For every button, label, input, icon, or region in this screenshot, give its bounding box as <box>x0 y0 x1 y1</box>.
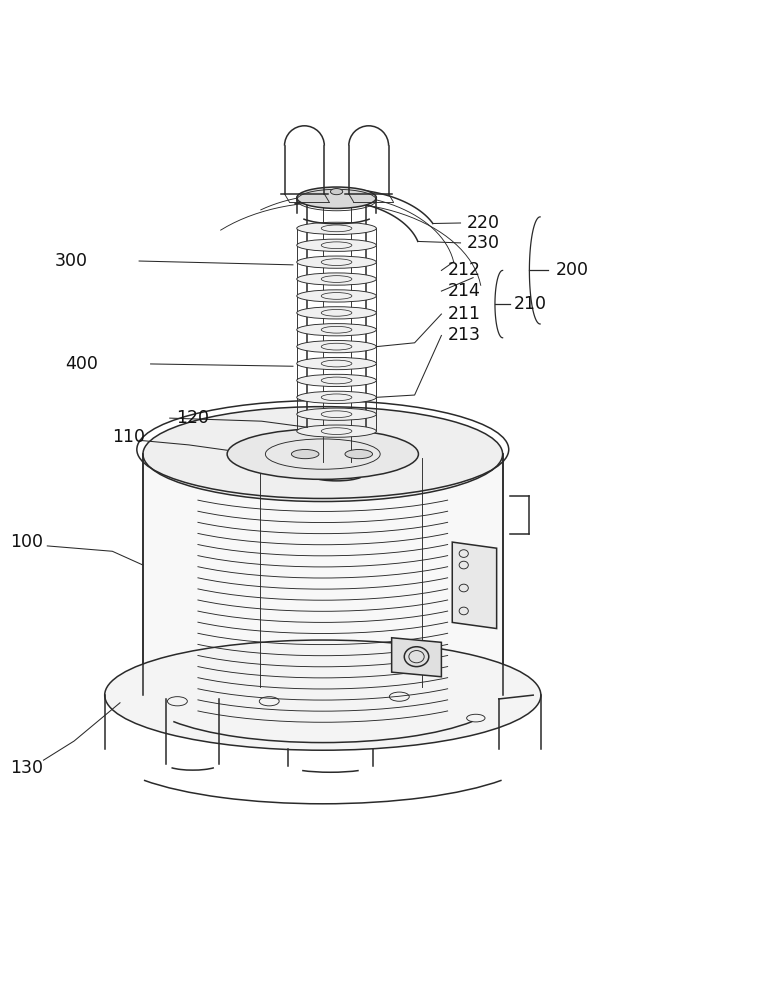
Ellipse shape <box>296 256 376 268</box>
Text: 400: 400 <box>65 355 98 373</box>
Ellipse shape <box>296 408 376 420</box>
Ellipse shape <box>296 425 376 437</box>
Text: 130: 130 <box>11 759 44 777</box>
Ellipse shape <box>296 222 376 234</box>
Ellipse shape <box>330 189 343 195</box>
Ellipse shape <box>296 239 376 251</box>
Ellipse shape <box>143 407 502 502</box>
Ellipse shape <box>296 341 376 353</box>
Text: 220: 220 <box>467 214 500 232</box>
Polygon shape <box>452 542 497 629</box>
Ellipse shape <box>296 273 376 285</box>
Text: 213: 213 <box>448 326 481 344</box>
Text: 100: 100 <box>11 533 44 551</box>
Ellipse shape <box>296 324 376 336</box>
Polygon shape <box>143 454 502 695</box>
Ellipse shape <box>296 391 376 403</box>
Ellipse shape <box>296 187 376 208</box>
Text: 214: 214 <box>448 282 481 300</box>
Ellipse shape <box>307 190 366 205</box>
Text: 200: 200 <box>555 261 588 279</box>
Polygon shape <box>392 638 442 677</box>
Text: 212: 212 <box>448 261 481 279</box>
Text: 300: 300 <box>55 252 88 270</box>
Ellipse shape <box>104 640 541 750</box>
Text: 230: 230 <box>467 234 500 252</box>
Ellipse shape <box>296 357 376 370</box>
Ellipse shape <box>296 374 376 387</box>
Text: 120: 120 <box>176 409 209 427</box>
Text: 110: 110 <box>112 428 145 446</box>
Text: 211: 211 <box>448 305 481 323</box>
Ellipse shape <box>345 449 372 459</box>
Ellipse shape <box>291 449 319 459</box>
Text: 210: 210 <box>514 295 547 313</box>
Ellipse shape <box>296 307 376 319</box>
Ellipse shape <box>227 429 419 479</box>
Ellipse shape <box>296 290 376 302</box>
